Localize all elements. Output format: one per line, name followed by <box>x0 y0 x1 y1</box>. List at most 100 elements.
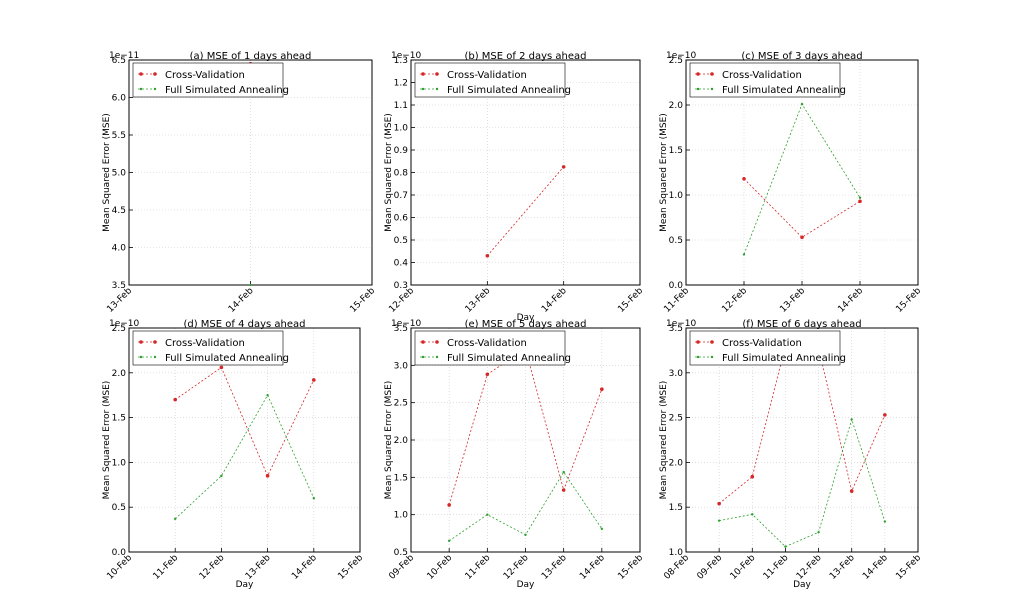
x-tick-label: 11-Feb <box>464 553 493 582</box>
x-tick-label: 15-Feb <box>616 553 645 582</box>
legend-label: Cross-Validation <box>165 70 245 81</box>
y-tick-label: 1.0 <box>669 548 684 558</box>
legend-marker <box>139 72 143 76</box>
data-point <box>312 378 316 382</box>
chart-panel-4: 0.00.51.01.52.02.510-Feb 11-Feb 12-Feb 13-F… <box>102 319 365 590</box>
legend-marker <box>435 355 439 359</box>
data-point <box>750 474 755 479</box>
chart-panel-3: 0.00.51.01.52.02.511-Feb 12-Feb 13-Feb 14-F… <box>659 51 923 315</box>
data-point <box>817 531 820 534</box>
y-offset-label: 1e−10 <box>391 51 422 61</box>
y-tick-label: 1.0 <box>394 511 409 521</box>
data-point <box>447 503 451 507</box>
data-point <box>524 533 527 537</box>
y-tick-label: 0.7 <box>394 191 408 201</box>
y-tick-label: 0.9 <box>394 146 409 156</box>
x-tick-label: 11-Feb <box>762 553 791 582</box>
series-line <box>174 394 315 520</box>
data-point <box>784 545 787 548</box>
x-axis-label: Day <box>517 580 535 590</box>
y-tick-label: 3.5 <box>669 324 683 334</box>
legend-marker <box>696 87 700 91</box>
x-tick-label: 14-Feb <box>861 553 890 582</box>
legend: Cross-Validation Full Simulated Annealing <box>414 62 571 98</box>
x-tick-label: 10-Feb <box>729 553 758 582</box>
series-line <box>487 166 564 257</box>
legend-marker <box>139 87 143 91</box>
legend-label: Cross-Validation <box>722 70 802 81</box>
legend-marker <box>710 72 714 76</box>
legend-box <box>414 330 566 366</box>
data-point <box>800 235 804 240</box>
y-tick-label: 6.0 <box>112 94 127 104</box>
y-tick-label: 1.1 <box>394 101 408 111</box>
x-tick-label: 14-Feb <box>578 553 607 582</box>
series-line <box>174 366 315 477</box>
data-point <box>485 253 490 258</box>
y-tick-label: 2.0 <box>112 369 127 379</box>
y-axis-label: Mean Squared Error (MSE) <box>659 113 669 232</box>
legend-box <box>132 330 284 366</box>
y-tick-label: 0.5 <box>112 503 126 513</box>
data-point <box>266 394 269 397</box>
data-point <box>742 253 746 256</box>
legend-marker <box>696 340 700 344</box>
legend-label: Full Simulated Annealing <box>447 85 571 96</box>
chart-title: (d) MSE of 4 days ahead <box>183 319 305 330</box>
series-full-simulated-annealing <box>447 470 604 542</box>
y-tick-label: 4.5 <box>112 206 126 216</box>
legend-marker <box>153 355 157 359</box>
x-tick-label: 12-Feb <box>198 553 227 582</box>
y-offset-label: 1e−10 <box>391 319 422 329</box>
x-tick-label: 14-Feb <box>290 553 319 582</box>
data-point <box>600 387 604 392</box>
legend-label: Cross-Validation <box>447 338 527 349</box>
legend-label: Full Simulated Annealing <box>165 353 289 364</box>
y-tick-label: 4.0 <box>112 244 127 254</box>
data-point <box>849 489 854 493</box>
x-tick-label: 12-Feb <box>795 553 824 582</box>
y-tick-label: 1.5 <box>669 146 683 156</box>
series-cross-validation <box>447 347 604 507</box>
legend-marker <box>710 355 714 359</box>
plot-frame <box>128 327 361 553</box>
x-tick-label: 14-Feb <box>540 286 569 315</box>
data-point <box>219 365 224 370</box>
y-tick-label: 0.0 <box>112 548 127 558</box>
y-tick-label: 0.5 <box>394 548 408 558</box>
chart-title: (e) MSE of 5 days ahead <box>465 319 587 330</box>
data-point <box>265 474 270 478</box>
y-tick-label: 0.4 <box>394 259 409 269</box>
series-cross-validation <box>485 165 566 258</box>
data-point <box>751 513 754 516</box>
legend-marker <box>421 87 425 91</box>
legend-marker <box>696 355 700 359</box>
chart-title: (c) MSE of 3 days ahead <box>741 51 862 62</box>
legend-label: Full Simulated Annealing <box>722 85 846 96</box>
x-tick-label: 13-Feb <box>778 286 807 315</box>
series-cross-validation <box>717 344 887 506</box>
series-line <box>718 345 886 504</box>
data-point <box>485 372 490 377</box>
data-point <box>883 520 887 523</box>
data-point <box>600 527 604 531</box>
y-tick-label: 1.3 <box>394 56 408 66</box>
legend: Cross-Validation Full Simulated Annealing <box>132 330 289 366</box>
legend-box <box>132 62 284 98</box>
data-point <box>561 488 566 492</box>
y-tick-label: 1.0 <box>669 191 684 201</box>
legend-label: Cross-Validation <box>722 338 802 349</box>
legend-box <box>689 330 841 366</box>
y-tick-label: 2.5 <box>669 414 683 424</box>
y-axis-label: Mean Squared Error (MSE) <box>384 381 394 500</box>
data-point <box>858 196 862 199</box>
x-tick-label: 12-Feb <box>720 286 749 315</box>
y-tick-label: 2.5 <box>669 56 683 66</box>
x-tick-label: 15-Feb <box>348 286 377 315</box>
x-tick-label: 13-Feb <box>244 553 273 582</box>
x-axis-label: Day <box>236 580 254 590</box>
y-tick-label: 0.5 <box>669 236 683 246</box>
y-tick-label: 1.0 <box>394 124 409 134</box>
y-tick-label: 3.5 <box>394 324 408 334</box>
x-tick-label: 11-Feb <box>152 553 181 582</box>
